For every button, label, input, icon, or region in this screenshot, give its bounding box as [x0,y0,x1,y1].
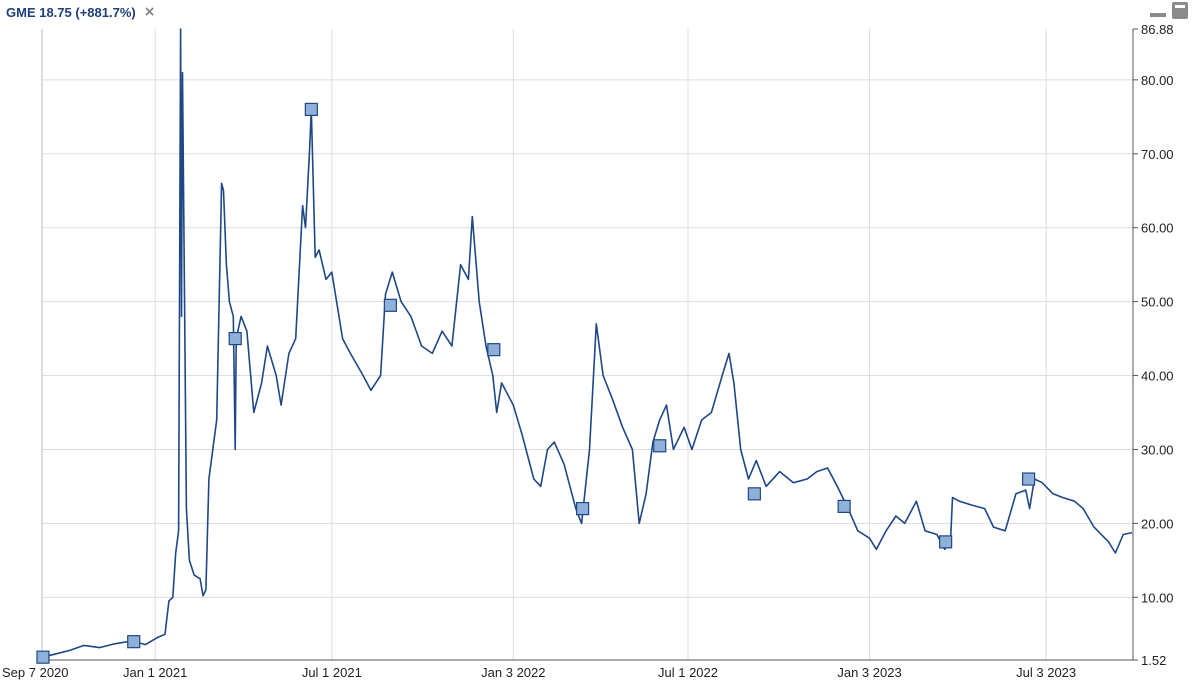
y-tick-label: 80.00 [1141,73,1174,88]
x-tick-label: Jan 3 2022 [481,665,545,680]
y-tick-label: 10.00 [1141,590,1174,605]
event-marker [747,487,761,501]
y-tick-label: 20.00 [1141,516,1174,531]
price-line [41,28,1133,658]
event-marker [127,635,141,649]
chart-axes: 86.88 80.00 70.00 60.00 50.00 40.00 30.00 20.00… [2,22,1174,680]
y-tick-label: 86.88 [1141,22,1174,37]
event-marker [487,343,501,357]
y-tick-label: 70.00 [1141,147,1174,162]
chart-title: GME 18.75 (+881.7%) [6,4,136,20]
y-tick-label: 40.00 [1141,369,1174,384]
chart-grid [42,29,1133,660]
window-controls [1150,2,1188,19]
event-marker [304,102,318,117]
event-marker [837,499,851,513]
y-tick-label: 60.00 [1141,221,1174,236]
chart-markers [36,102,1036,664]
event-marker [939,535,953,549]
minimize-icon[interactable] [1150,12,1166,17]
event-marker [653,439,667,453]
y-tick-label: 30.00 [1141,442,1174,457]
x-tick-label: Sep 7 2020 [2,665,69,680]
x-tick-label: Jan 1 2021 [123,665,187,680]
x-tick-label: Jul 3 2023 [1016,665,1076,680]
y-tick-label: 50.00 [1141,295,1174,310]
chart-header: GME 18.75 (+881.7%) × [6,2,155,22]
event-marker [228,331,242,346]
x-tick-label: Jul 1 2022 [658,665,718,680]
x-tick-label: Jul 1 2021 [302,665,362,680]
panel-toggle-icon[interactable] [1172,2,1188,19]
event-marker [1021,472,1036,486]
event-marker [576,502,590,516]
x-tick-label: Jan 3 2023 [837,665,901,680]
event-marker [36,650,50,664]
chart-series [41,28,1133,658]
event-marker [383,298,397,312]
y-tick-label: 1.52 [1141,653,1166,668]
close-icon[interactable]: × [143,4,156,20]
